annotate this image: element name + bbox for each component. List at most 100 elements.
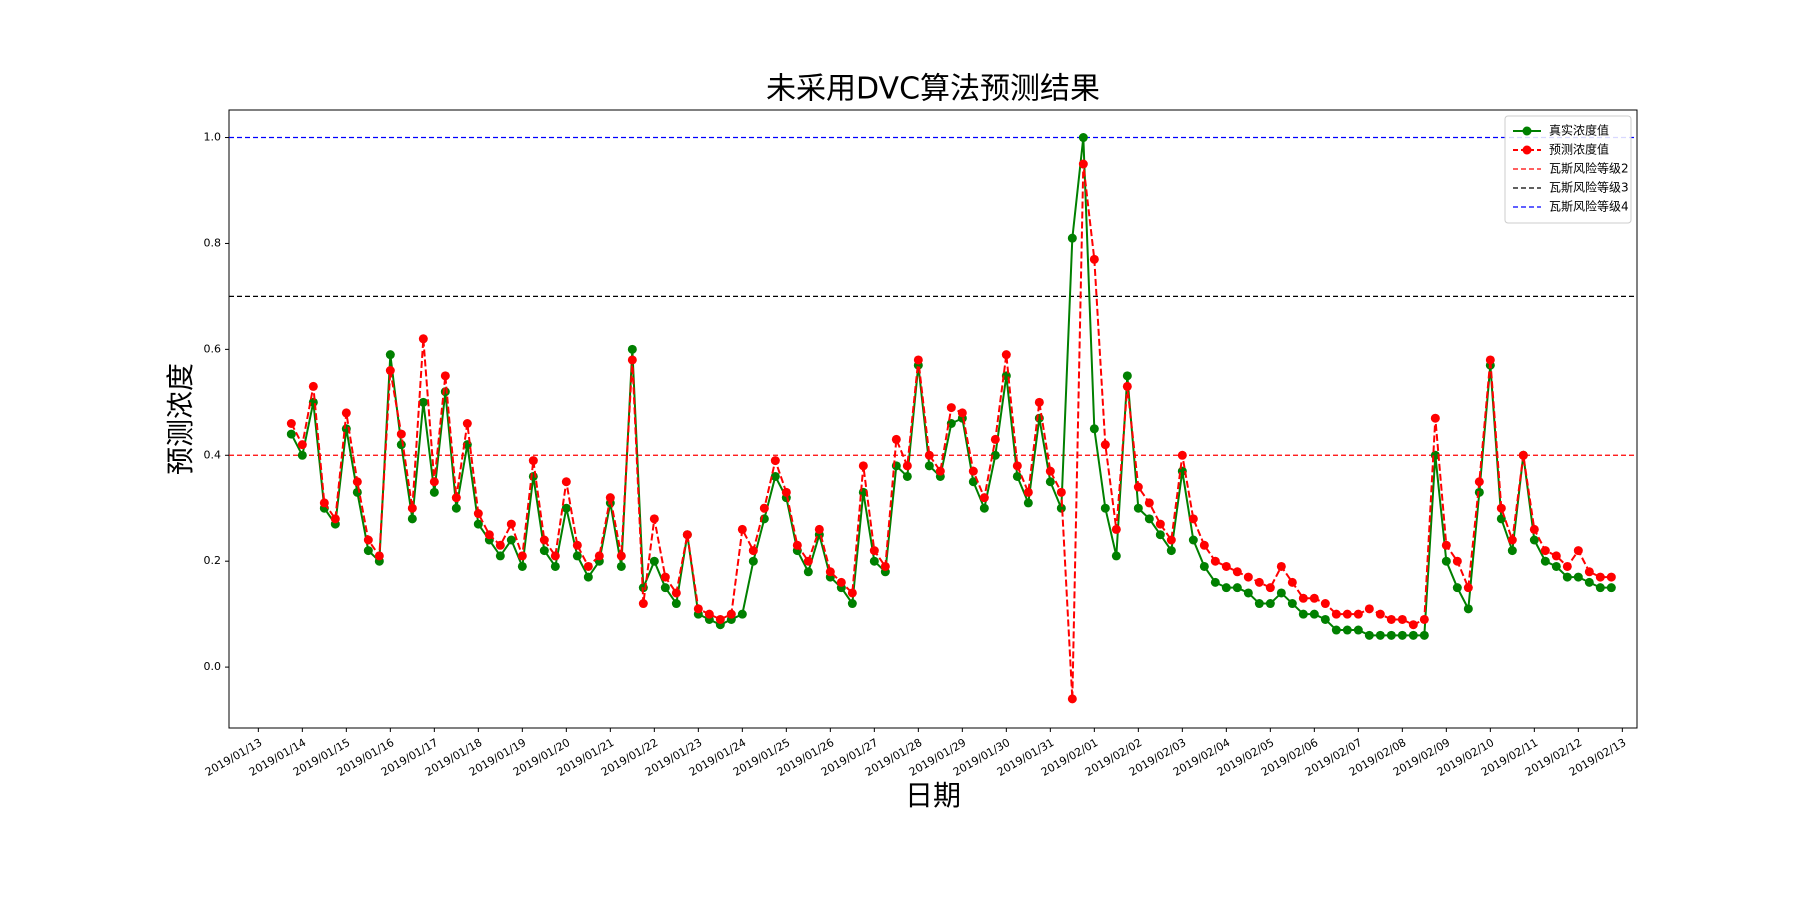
point [968,466,978,476]
point [671,588,681,598]
point [1166,546,1176,556]
point [693,604,703,614]
point [407,514,417,524]
point [451,503,461,513]
point [1023,498,1033,508]
point [616,551,626,561]
point [1584,567,1594,577]
legend-label: 瓦斯风险等级3 [1549,180,1629,195]
point [1254,599,1264,609]
point [506,535,516,545]
point [1276,588,1286,598]
legend-label: 预测浓度值 [1549,142,1609,157]
point [561,503,571,513]
point [1078,133,1088,143]
point [1397,614,1407,624]
point [1375,609,1385,619]
point [341,408,351,418]
point [1133,503,1143,513]
point [319,498,329,508]
point [1408,620,1418,630]
point [935,466,945,476]
point [649,556,659,566]
point [759,503,769,513]
point [1606,572,1616,582]
point [924,461,934,471]
point [539,546,549,556]
point [660,572,670,582]
point [1089,424,1099,434]
point [1023,487,1033,497]
point [572,540,582,550]
point [715,614,725,624]
point [649,514,659,524]
point [1562,561,1572,571]
point [1507,546,1517,556]
point [1287,599,1297,609]
point [627,355,637,365]
point [1067,694,1077,704]
point [704,609,714,619]
point [990,434,1000,444]
point [1188,514,1198,524]
point [957,408,967,418]
point [1144,514,1154,524]
point [781,487,791,497]
point [1364,630,1374,640]
point [1463,604,1473,614]
point [979,503,989,513]
point [1364,604,1374,614]
point [814,524,824,534]
point [825,567,835,577]
point [1507,535,1517,545]
point [1331,625,1341,635]
point [1111,551,1121,561]
point [803,556,813,566]
point [495,551,505,561]
point [550,551,560,561]
point [968,477,978,487]
chart-title: 未采用DVC算法预测结果 [766,72,1100,107]
point [1144,498,1154,508]
point [308,381,318,391]
point [352,477,362,487]
point [1045,477,1055,487]
point [1199,561,1209,571]
point [418,334,428,344]
point [418,397,428,407]
point [1265,599,1275,609]
point [550,561,560,571]
point [1419,614,1429,624]
point [902,461,912,471]
point [737,524,747,534]
y-axis-label: 预测浓度 [164,363,197,475]
y-tick-label: 0.0 [204,660,222,673]
point [1320,614,1330,624]
point [990,450,1000,460]
point [1067,233,1077,243]
point [1452,556,1462,566]
legend-box [1504,115,1632,224]
point [1496,503,1506,513]
point [583,561,593,571]
point [1232,583,1242,593]
point [1474,477,1484,487]
y-tick-label: 0.6 [204,342,222,355]
point [462,419,472,429]
point [440,371,450,381]
legend-label: 真实浓度值 [1549,123,1609,138]
point [1155,530,1165,540]
point [1100,440,1110,450]
point [429,477,439,487]
point [1045,466,1055,476]
point [847,588,857,598]
point [726,609,736,619]
point [869,556,879,566]
point [1595,583,1605,593]
point [517,551,527,561]
point [1254,577,1264,587]
point [1342,625,1352,635]
point [473,519,483,529]
